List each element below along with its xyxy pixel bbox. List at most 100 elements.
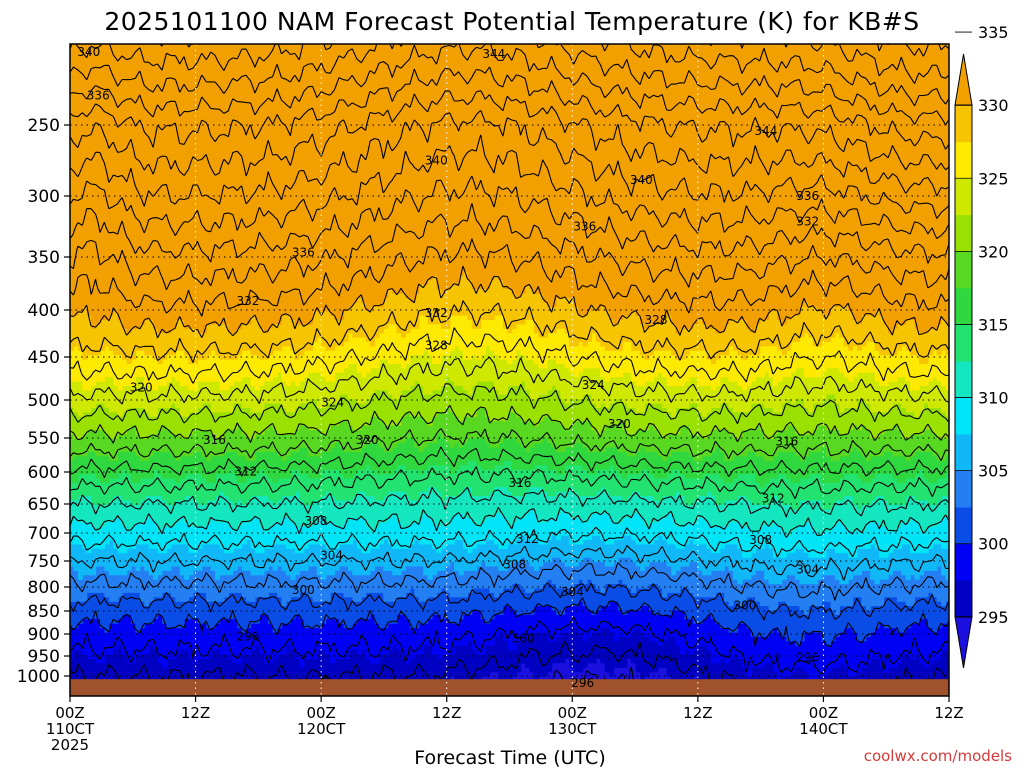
contour-label: 304 bbox=[796, 563, 819, 577]
contour-lines bbox=[70, 44, 949, 696]
colorbar-swatch bbox=[955, 397, 972, 435]
contour-330 bbox=[70, 265, 949, 339]
contour-label: 344 bbox=[482, 47, 505, 61]
colorbar-label: 315 bbox=[978, 315, 1009, 334]
x-tick-label: 00Z bbox=[558, 704, 587, 722]
contour-label: 320 bbox=[130, 381, 153, 395]
colorbar-label: 335 bbox=[978, 23, 1009, 42]
contour-320 bbox=[70, 404, 949, 444]
x-tick-label: 140CT bbox=[799, 720, 848, 738]
filled-contour-bands bbox=[70, 44, 949, 696]
contour-316 bbox=[70, 446, 949, 478]
contour-label: 324 bbox=[582, 378, 605, 392]
colorbar-swatch bbox=[955, 580, 972, 618]
contour-336 bbox=[70, 175, 949, 264]
contour-label: 336 bbox=[796, 189, 819, 203]
colorbar-swatch bbox=[955, 470, 972, 508]
colorbar-swatch bbox=[955, 543, 972, 581]
contour-label: 332 bbox=[236, 294, 259, 308]
pressure-axis: 250 300 350 400 450 500 550 600 650 700 750 800 850 9… bbox=[17, 116, 70, 687]
contour-344 bbox=[70, 66, 949, 171]
x-tick-label: 00Z bbox=[55, 704, 84, 722]
contour-label: 340 bbox=[425, 154, 448, 168]
contour-302 bbox=[70, 582, 949, 621]
contour-306 bbox=[70, 545, 949, 581]
y-tick-label: 450 bbox=[28, 348, 60, 368]
contour-label: 308 bbox=[503, 558, 526, 572]
contour-label: 300 bbox=[733, 598, 756, 612]
contour-label: 340 bbox=[630, 173, 653, 187]
x-tick-label: 00Z bbox=[809, 704, 838, 722]
colorbar-label: 295 bbox=[978, 608, 1009, 627]
credit-link[interactable]: coolwx.com/models bbox=[864, 747, 1012, 765]
contour-label: 296 bbox=[796, 651, 819, 665]
chart-title: 2025101100 NAM Forecast Potential Temper… bbox=[104, 7, 919, 36]
x-tick-label: 2025 bbox=[51, 736, 89, 754]
y-tick-label: 400 bbox=[28, 301, 60, 321]
x-tick-label: 12Z bbox=[432, 704, 461, 722]
y-tick-label: 850 bbox=[28, 602, 60, 622]
contour-label: 304 bbox=[320, 549, 343, 563]
y-tick-label: 350 bbox=[28, 248, 60, 268]
colorbar-swatch bbox=[955, 214, 972, 252]
contour-label: 320 bbox=[356, 433, 379, 447]
contour-314 bbox=[70, 466, 949, 499]
contour-346 bbox=[70, 44, 949, 150]
x-tick-label: 12Z bbox=[683, 704, 712, 722]
y-tick-label: 950 bbox=[28, 647, 60, 667]
contour-334 bbox=[70, 203, 949, 290]
contour-labels: 340 344 336 344 340 340 336 332 336 336 332 332 328 3… bbox=[77, 45, 819, 690]
colorbar-label: 320 bbox=[978, 242, 1009, 261]
contour-342 bbox=[70, 90, 949, 197]
band-1 bbox=[70, 623, 949, 696]
y-tick-label: 800 bbox=[28, 578, 60, 598]
contour-label: 304 bbox=[561, 585, 584, 599]
band-12 bbox=[70, 345, 949, 417]
contour-label: 312 bbox=[762, 491, 785, 505]
colorbar: 295300305310315320325330335340345350355 bbox=[954, 23, 1009, 669]
band-4 bbox=[70, 557, 949, 615]
y-tick-label: 600 bbox=[28, 463, 60, 483]
contour-label: 316 bbox=[509, 476, 532, 490]
band-7 bbox=[70, 486, 949, 536]
x-tick-label: 120CT bbox=[297, 720, 346, 738]
band-6 bbox=[70, 508, 949, 558]
contour-label: 332 bbox=[796, 215, 819, 229]
x-axis-label: Forecast Time (UTC) bbox=[414, 747, 605, 768]
contour-label: 312 bbox=[234, 464, 257, 478]
ground-surface bbox=[70, 679, 949, 696]
colorbar-swatch bbox=[955, 178, 972, 216]
contour-label: 328 bbox=[425, 338, 448, 352]
band-13 bbox=[70, 315, 949, 391]
contour-label: 312 bbox=[516, 532, 539, 546]
colorbar-swatch bbox=[955, 324, 972, 362]
colorbar-top-arrow bbox=[954, 53, 973, 106]
contour-308 bbox=[70, 526, 949, 558]
y-tick-label: 900 bbox=[28, 625, 60, 645]
contour-340 bbox=[70, 110, 949, 219]
contour-label: 296 bbox=[236, 630, 259, 644]
contour-label: 328 bbox=[645, 313, 668, 327]
colorbar-label: 325 bbox=[978, 169, 1009, 188]
band-5 bbox=[70, 535, 949, 585]
contour-label: 320 bbox=[608, 417, 631, 431]
colorbar-bottom-arrow bbox=[954, 616, 973, 669]
ground-fill bbox=[70, 679, 949, 696]
y-tick-label: 700 bbox=[28, 524, 60, 544]
colorbar-label: 300 bbox=[978, 535, 1009, 554]
contour-318 bbox=[70, 428, 949, 461]
band-2 bbox=[70, 601, 949, 686]
colorbar-swatch bbox=[955, 361, 972, 398]
y-tick-label: 550 bbox=[28, 429, 60, 449]
x-tick-label: 110CT bbox=[46, 720, 95, 738]
contour-label: 336 bbox=[87, 88, 110, 102]
y-tick-label: 300 bbox=[28, 187, 60, 207]
colorbar-swatch bbox=[955, 507, 972, 545]
contour-label: 324 bbox=[321, 395, 344, 409]
colorbar-label: 310 bbox=[978, 389, 1009, 408]
colorbar-swatch bbox=[955, 141, 972, 179]
contour-322 bbox=[70, 383, 949, 425]
contour-label: 316 bbox=[775, 435, 798, 449]
y-tick-label: 1000 bbox=[17, 667, 60, 687]
